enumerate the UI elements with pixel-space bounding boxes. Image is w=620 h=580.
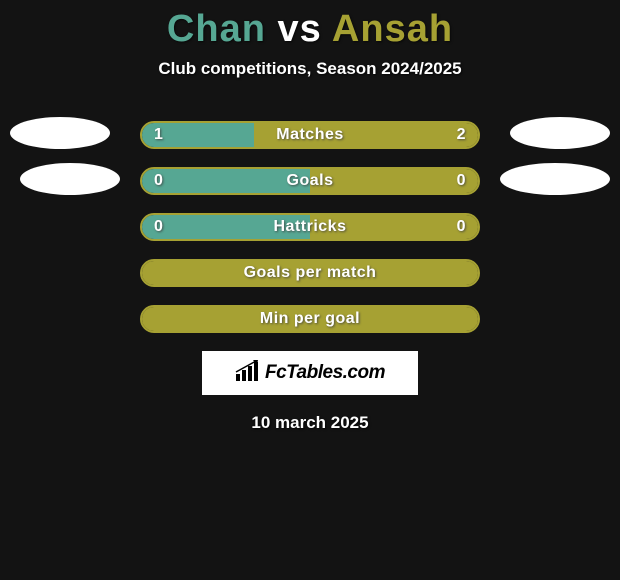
stat-label: Matches <box>142 123 478 147</box>
stat-row-matches: Matches1 2 <box>140 121 480 149</box>
stat-value-left: 1 <box>154 123 163 147</box>
player1-name: Chan <box>167 8 266 50</box>
stat-value-right: 0 <box>457 215 466 239</box>
vs-text: vs <box>277 8 321 50</box>
stat-label: Min per goal <box>142 307 478 331</box>
stat-row-hattricks: Hattricks0 0 <box>140 213 480 241</box>
stat-row-min-per-goal: Min per goal <box>140 305 480 333</box>
logo-box[interactable]: FcTables.com <box>202 351 418 395</box>
stat-row-goals: Goals0 0 <box>140 167 480 195</box>
stat-value-right: 2 <box>457 123 466 147</box>
comparison-title: Chan vs Ansah <box>0 0 620 51</box>
date-text: 10 march 2025 <box>0 413 620 433</box>
stat-value-left: 0 <box>154 169 163 193</box>
player2-badge-2 <box>500 163 610 195</box>
player1-badge-2 <box>20 163 120 195</box>
player2-badge-top <box>510 117 610 149</box>
stat-row-goals-per-match: Goals per match <box>140 259 480 287</box>
stat-value-left: 0 <box>154 215 163 239</box>
logo-text: FcTables.com <box>265 362 385 384</box>
player1-badge-top <box>10 117 110 149</box>
stats-content: Matches12Goals00Hattricks00Goals per mat… <box>0 121 620 433</box>
player2-name: Ansah <box>332 8 453 50</box>
stat-rows: Matches12Goals00Hattricks00Goals per mat… <box>140 121 480 333</box>
stat-label: Goals <box>142 169 478 193</box>
stat-label: Hattricks <box>142 215 478 239</box>
chart-bars-icon <box>235 360 261 387</box>
stat-label: Goals per match <box>142 261 478 285</box>
subtitle: Club competitions, Season 2024/2025 <box>0 59 620 79</box>
stat-value-right: 0 <box>457 169 466 193</box>
